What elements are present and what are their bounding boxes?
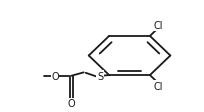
- Text: Cl: Cl: [153, 81, 163, 91]
- Text: O: O: [68, 98, 75, 108]
- Text: S: S: [97, 71, 103, 81]
- Text: O: O: [51, 71, 59, 81]
- Text: Cl: Cl: [153, 21, 163, 31]
